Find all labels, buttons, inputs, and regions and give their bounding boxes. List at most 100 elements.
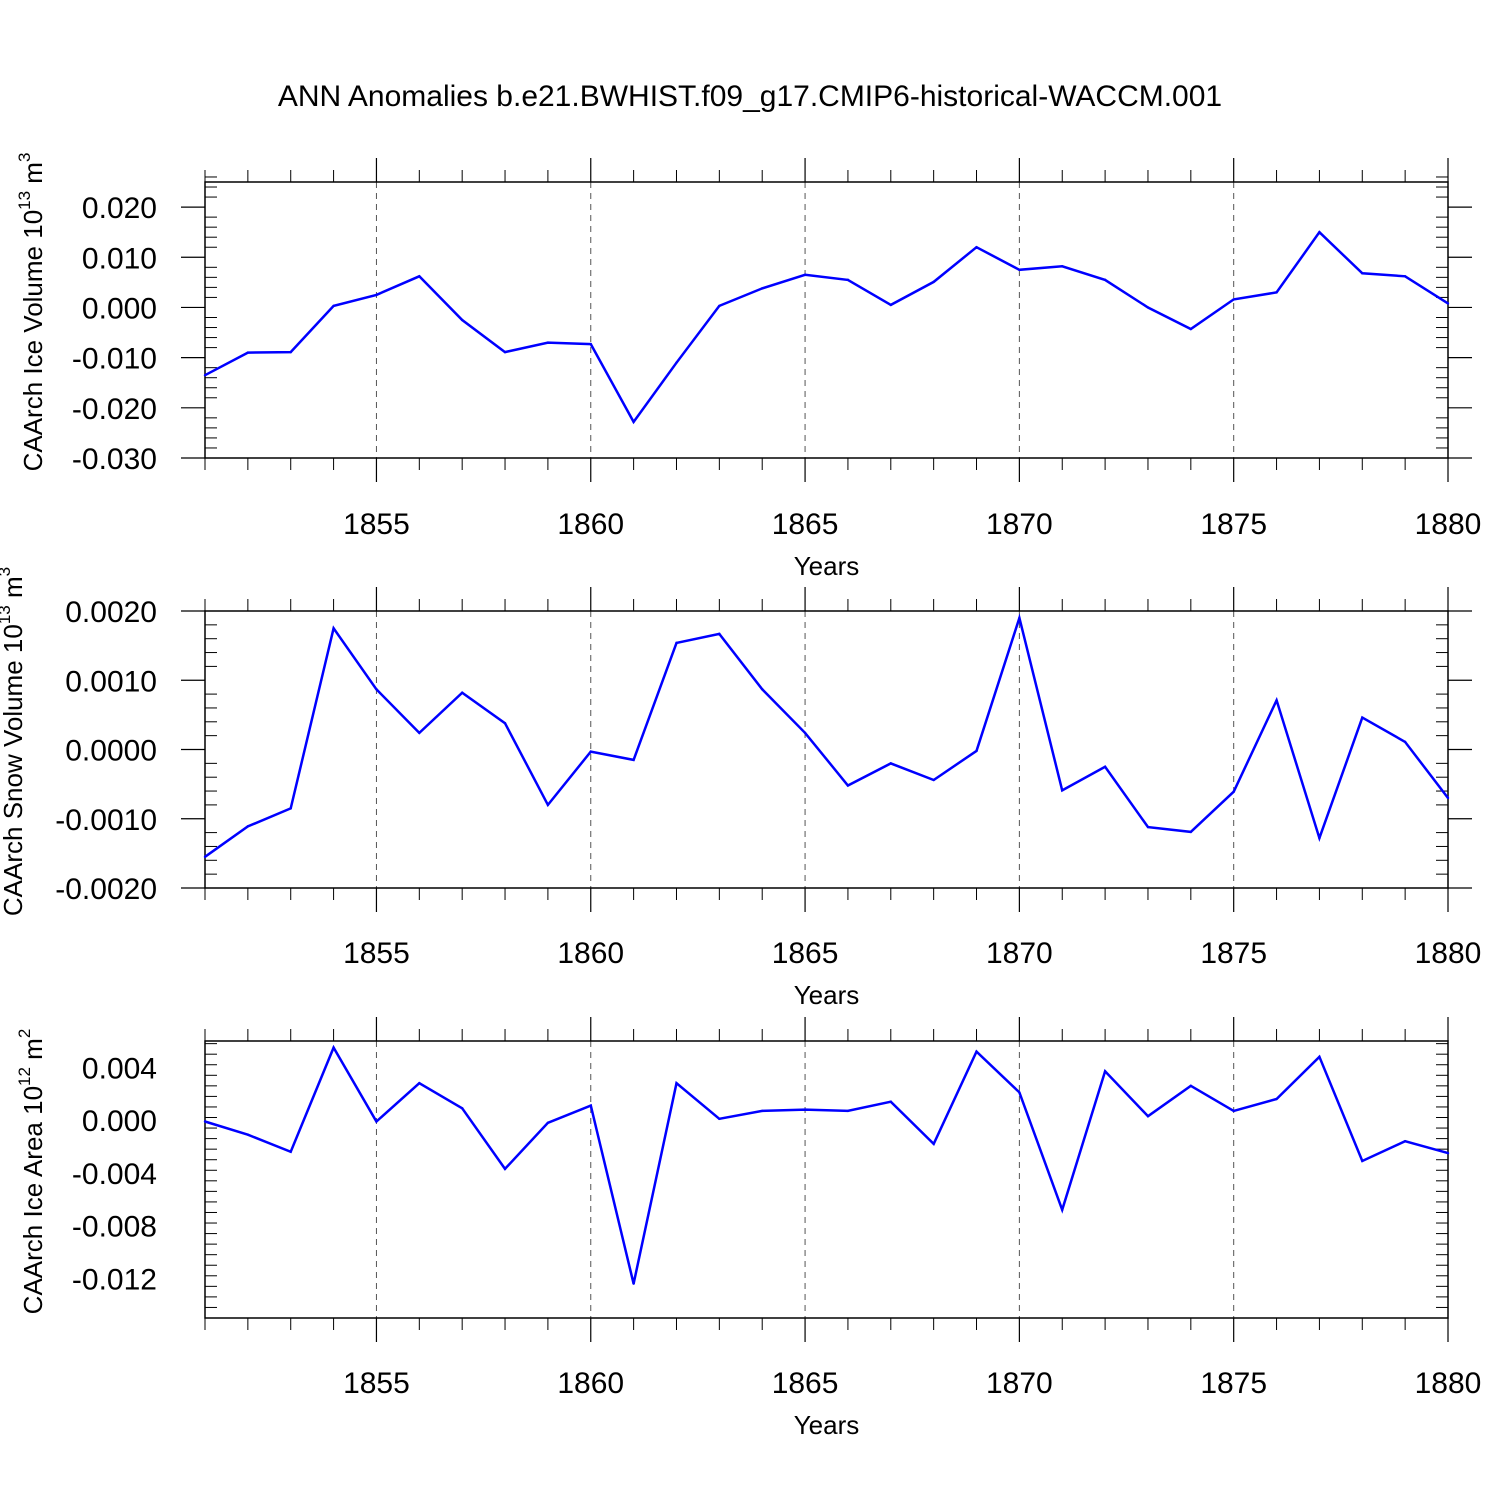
- x-tick-label: 1860: [557, 508, 624, 541]
- data-point: [675, 1082, 678, 1085]
- data-point: [460, 691, 464, 694]
- x-axis-label: Years: [794, 980, 860, 1010]
- data-point: [203, 1120, 207, 1123]
- data-point: [1018, 1091, 1021, 1094]
- data-point: [418, 1082, 421, 1085]
- x-tick-label: 1855: [343, 937, 410, 970]
- data-point: [1061, 265, 1064, 268]
- x-tick-label: 1870: [986, 508, 1053, 541]
- data-point: [1103, 278, 1107, 282]
- data-point: [1446, 796, 1450, 800]
- data-point: [289, 350, 292, 354]
- data-point: [632, 1282, 635, 1285]
- x-tick-label: 1870: [986, 937, 1053, 970]
- data-point: [1318, 836, 1321, 840]
- data-point: [803, 1108, 807, 1111]
- data-point: [632, 420, 635, 424]
- data-point: [1403, 740, 1407, 744]
- data-point: [289, 1150, 292, 1154]
- x-tick-label: 1880: [1415, 508, 1482, 541]
- data-point: [932, 1142, 935, 1146]
- data-point: [1146, 825, 1150, 829]
- data-point: [1146, 1114, 1150, 1118]
- data-point: [460, 1107, 464, 1110]
- data-point: [761, 688, 764, 691]
- data-point: [889, 1100, 892, 1103]
- data-point: [589, 750, 592, 753]
- data-point: [803, 731, 807, 735]
- data-point: [1275, 291, 1278, 294]
- data-point: [546, 341, 550, 344]
- data-point: [889, 762, 892, 765]
- data-point: [1232, 790, 1235, 793]
- data-point: [418, 275, 421, 278]
- data-point: [1103, 765, 1107, 769]
- data-point: [932, 778, 935, 782]
- x-tick-label: 1875: [1200, 1367, 1267, 1400]
- x-axis-label: Years: [794, 1410, 860, 1440]
- y-tick-label: 0.010: [82, 242, 157, 275]
- panel-1: -0.030 -0.020 -0.010 0.000 0.010 0.020 1855 186…: [15, 153, 1481, 581]
- x-tick-label: 1860: [557, 1367, 624, 1400]
- data-point: [375, 1120, 378, 1123]
- data-point: [375, 688, 378, 691]
- data-point: [718, 632, 721, 636]
- plot-frame: [204, 181, 1449, 459]
- x-tick-label: 1855: [343, 1367, 410, 1400]
- y-axis-label: CAArch Snow Volume 1013 m3: [0, 567, 28, 916]
- data-point: [375, 293, 378, 297]
- data-point: [889, 303, 892, 307]
- data-point: [589, 1104, 592, 1107]
- data-point: [761, 1109, 764, 1113]
- x-tick-label: 1875: [1200, 508, 1267, 541]
- data-point: [1275, 1097, 1278, 1101]
- x-tick-label: 1860: [557, 937, 624, 970]
- data-point: [1318, 1055, 1321, 1059]
- data-point: [718, 304, 721, 308]
- y-tick-label: -0.008: [72, 1211, 157, 1244]
- series-line: [204, 230, 1449, 425]
- y-tick-label: 0.004: [82, 1052, 157, 1085]
- y-tick-label: 0.0020: [65, 596, 157, 629]
- y-tick-label: -0.030: [72, 443, 157, 476]
- data-point: [1018, 268, 1021, 272]
- data-point: [332, 1046, 335, 1049]
- panel-2: -0.0020 -0.0010 0.0000 0.0010 0.0020 1855 1860…: [0, 567, 1481, 1010]
- data-point: [1232, 1109, 1235, 1113]
- data-point: [332, 627, 335, 630]
- data-point: [1318, 230, 1321, 234]
- y-axis-label: CAArch Ice Area 1012 m2: [15, 1029, 48, 1315]
- x-tick-label: 1865: [772, 937, 839, 970]
- data-point: [932, 280, 935, 284]
- data-point: [975, 246, 978, 249]
- y-tick-label: -0.010: [72, 343, 157, 376]
- plot-frame: [204, 1040, 1449, 1319]
- data-point: [589, 342, 592, 346]
- data-point: [289, 807, 292, 810]
- x-tick-label: 1870: [986, 1367, 1053, 1400]
- data-point: [1189, 327, 1193, 331]
- y-tick-label: 0.000: [82, 292, 157, 325]
- data-point: [203, 374, 207, 377]
- x-tick-label: 1880: [1415, 937, 1482, 970]
- series-line: [204, 613, 1449, 858]
- data-point: [675, 361, 678, 364]
- data-point: [1189, 830, 1193, 834]
- x-axis-label: Years: [794, 551, 860, 581]
- data-point: [418, 731, 421, 735]
- data-point: [846, 784, 850, 787]
- data-point: [503, 721, 507, 725]
- data-point: [1103, 1070, 1107, 1073]
- x-tick-label: 1865: [772, 508, 839, 541]
- data-point: [975, 749, 978, 753]
- x-tick-label: 1865: [772, 1367, 839, 1400]
- figure-title: ANN Anomalies b.e21.BWHIST.f09_g17.CMIP6…: [277, 80, 1223, 113]
- data-point: [846, 278, 850, 282]
- y-tick-label: 0.000: [82, 1105, 157, 1138]
- data-point: [846, 1109, 850, 1113]
- data-point: [1232, 298, 1235, 301]
- data-point: [1361, 1159, 1364, 1163]
- data-point: [1146, 306, 1150, 309]
- x-tick-label: 1880: [1415, 1367, 1482, 1400]
